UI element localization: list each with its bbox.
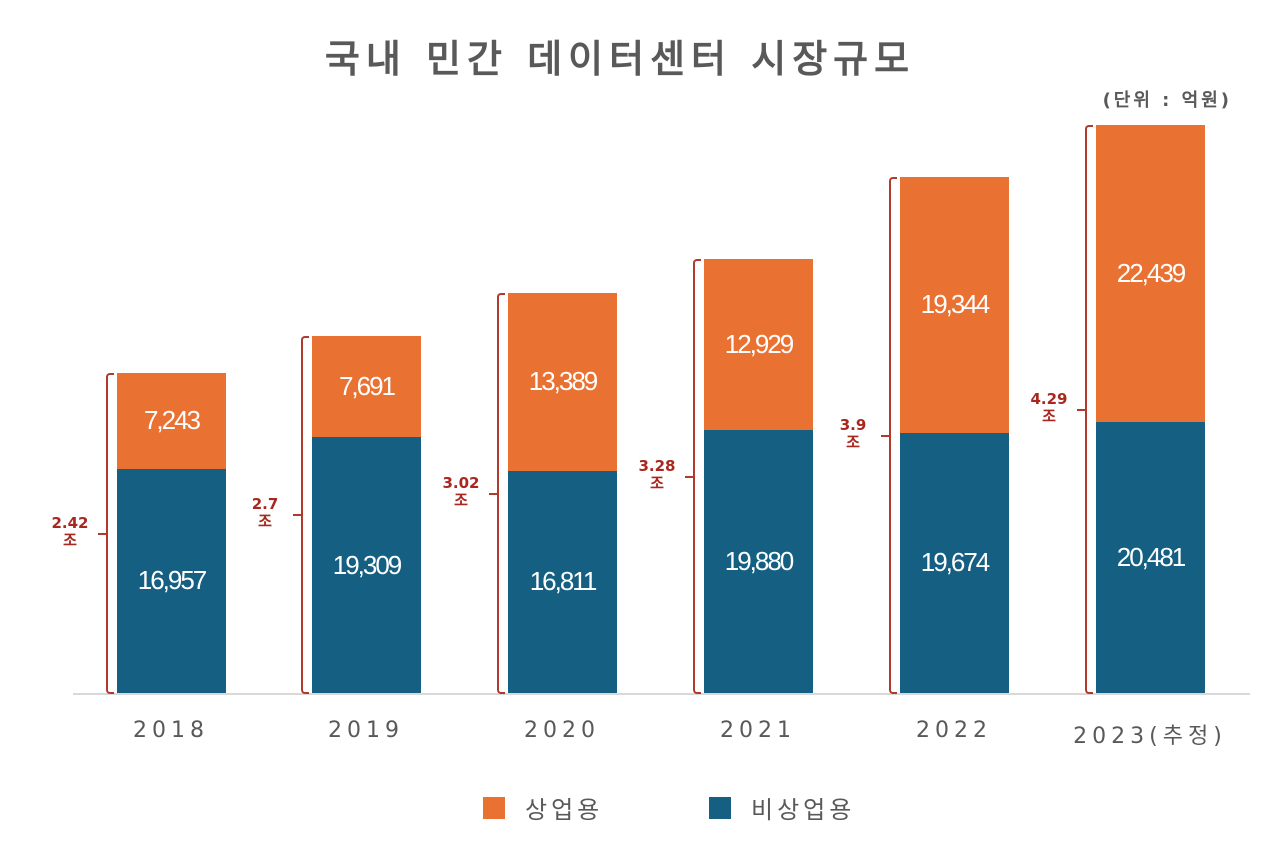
total-bracket — [1085, 125, 1093, 694]
bar-0: 7,243 16,957 — [117, 372, 226, 693]
bar-segment-commercial: 19,344 — [900, 176, 1009, 433]
bar-4: 19,344 19,674 — [900, 176, 1009, 693]
total-value: 2.42 — [51, 513, 89, 532]
total-label: 3.9 조 — [823, 415, 883, 451]
total-value: 4.29 — [1030, 390, 1068, 408]
bar-segment-commercial: 13,389 — [508, 293, 617, 471]
x-axis-label: 2018 — [133, 718, 209, 743]
bar-segment-noncommercial: 19,309 — [312, 437, 421, 693]
bar-segment-commercial: 7,691 — [312, 335, 421, 438]
total-unit: 조 — [63, 530, 77, 549]
chart-title: 국내 민간 데이터센터 시장규모 — [324, 37, 916, 81]
legend-swatch-noncommercial — [709, 796, 731, 819]
x-axis-label: 2019 — [328, 718, 404, 743]
legend-label-commercial: 상업용 — [525, 796, 604, 824]
legend-item-noncommercial: 비상업용 — [709, 790, 855, 825]
bar-segment-noncommercial: 16,957 — [117, 468, 226, 693]
total-bracket — [693, 258, 701, 694]
total-label: 2.42 조 — [40, 513, 100, 549]
total-value: 3.28 — [638, 456, 676, 475]
bar-segment-noncommercial: 16,811 — [508, 470, 617, 693]
x-axis-line — [73, 693, 1250, 695]
bar-segment-noncommercial: 20,481 — [1096, 421, 1205, 693]
total-bracket — [106, 372, 114, 694]
total-label: 3.28 조 — [627, 456, 687, 492]
total-unit: 조 — [650, 473, 664, 492]
total-value: 3.02 — [442, 474, 480, 493]
x-axis-label: 2021 — [720, 718, 796, 743]
bracket-tick — [685, 475, 693, 478]
total-label: 3.02 조 — [431, 475, 491, 509]
bracket-tick — [881, 434, 889, 437]
total-unit: 조 — [258, 512, 272, 531]
bracket-tick — [489, 493, 497, 496]
legend: 상업용 비상업용 — [0, 790, 1280, 830]
x-axis-label: 2020 — [524, 718, 600, 743]
bar-1: 7,691 19,309 — [312, 335, 421, 693]
total-label: 4.29 조 — [1019, 391, 1079, 425]
legend-swatch-commercial — [483, 796, 505, 819]
legend-item-commercial: 상업용 — [483, 790, 603, 825]
bracket-tick — [1077, 409, 1085, 411]
total-value: 2.7 — [251, 495, 279, 514]
bar-segment-commercial: 7,243 — [117, 372, 226, 469]
x-axis-label: 2023(추정) — [1073, 724, 1227, 749]
total-unit: 조 — [1042, 407, 1056, 425]
total-unit: 조 — [846, 432, 860, 451]
total-unit: 조 — [454, 491, 468, 510]
total-bracket — [497, 293, 505, 694]
total-bracket — [889, 176, 897, 694]
bar-5: 22,439 20,481 — [1096, 125, 1205, 693]
unit-label: (단위 : 억원) — [1102, 90, 1232, 111]
bar-segment-commercial: 22,439 — [1096, 125, 1205, 422]
bar-2: 13,389 16,811 — [508, 293, 617, 693]
bar-segment-noncommercial: 19,674 — [900, 432, 1009, 693]
x-axis-label: 2022 — [916, 718, 992, 743]
total-bracket — [301, 335, 309, 694]
bracket-tick — [98, 532, 106, 535]
bar-segment-commercial: 12,929 — [704, 258, 813, 430]
legend-label-noncommercial: 비상업용 — [751, 796, 856, 824]
total-value: 3.9 — [839, 415, 867, 434]
bracket-tick — [293, 514, 301, 517]
total-label: 2.7 조 — [235, 496, 295, 530]
bar-3: 12,929 19,880 — [704, 258, 813, 693]
bar-segment-noncommercial: 19,880 — [704, 429, 813, 693]
